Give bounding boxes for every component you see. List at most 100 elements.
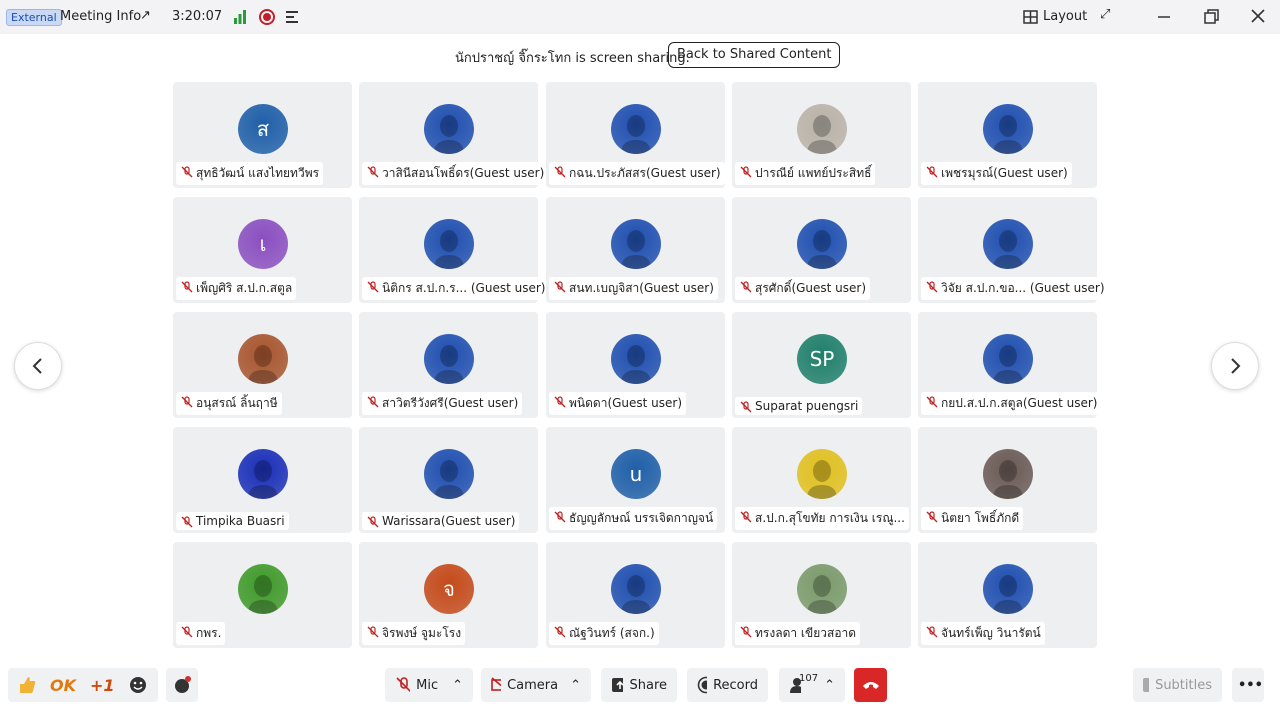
- muted-mic-icon: [554, 166, 566, 178]
- meeting-info[interactable]: Meeting Info: [60, 9, 142, 24]
- participant-tile[interactable]: กยป.ส.ป.ก.สตูล(Guest user): [918, 312, 1102, 418]
- participant-name: วาสินีสอนโพธิ์ดร(Guest user): [362, 162, 549, 185]
- chat-button[interactable]: [166, 668, 198, 702]
- thumbs-up-reaction[interactable]: [18, 676, 36, 694]
- restore-button[interactable]: [1204, 9, 1219, 24]
- participant-tile[interactable]: วาสินีสอนโพธิ์ดร(Guest user): [359, 82, 549, 188]
- participant-tile[interactable]: Warissara(Guest user): [359, 427, 538, 533]
- participant-tile[interactable]: u ธัญญลักษณ์ บรรเจิดกาญจน์: [546, 427, 725, 533]
- participant-name-text: นิติกร ส.ป.ก.ร... (Guest user): [382, 281, 546, 295]
- participant-name: Suparat puengsri: [735, 397, 863, 415]
- muted-mic-icon: [181, 626, 193, 638]
- muted-mic-icon: [554, 511, 566, 523]
- muted-mic-icon: [367, 516, 379, 528]
- share-icon[interactable]: ↗: [140, 8, 151, 23]
- participant-name-text: ทรงลดา เขียวสอาด: [755, 626, 857, 640]
- avatar: [797, 219, 847, 269]
- more-button[interactable]: •••: [1232, 668, 1264, 702]
- muted-mic-icon: [926, 166, 938, 178]
- participant-tile[interactable]: นิติกร ส.ป.ก.ร... (Guest user): [359, 197, 550, 303]
- avatar-silhouette: [248, 575, 278, 614]
- participant-tile[interactable]: ณัฐวินทร์ (สจก.): [546, 542, 725, 648]
- participant-name: สนท.เบญจิสา(Guest user): [549, 277, 718, 300]
- mic-label: Mic: [416, 677, 439, 693]
- hangup-icon: [863, 682, 879, 689]
- participants-options[interactable]: ⌃: [824, 677, 835, 693]
- participant-name: วิจัย ส.ป.ก.ขอ... (Guest user): [921, 277, 1109, 300]
- participants-icon: [790, 678, 801, 693]
- participant-tile[interactable]: เพชรมุรณ์(Guest user): [918, 82, 1097, 188]
- ok-reaction[interactable]: OK: [50, 675, 76, 695]
- share-label: Share: [629, 677, 667, 693]
- participant-name-text: กพร.: [196, 626, 222, 640]
- next-icon: [1231, 358, 1241, 374]
- minimize-button[interactable]: [1157, 10, 1171, 24]
- avatar: [238, 334, 288, 384]
- participant-tile[interactable]: สาวิตรีวังศรี(Guest user): [359, 312, 538, 418]
- record-button[interactable]: Record: [687, 668, 768, 702]
- layout-button[interactable]: Layout: [1043, 9, 1088, 24]
- camera-button[interactable]: Camera ⌃: [481, 668, 591, 702]
- participant-tile[interactable]: สุรศักดิ์(Guest user): [732, 197, 911, 303]
- avatar: SP: [797, 334, 847, 384]
- participant-name-text: จันทร์เพ็ญ วินารัตน์: [941, 626, 1041, 640]
- chat-icon: [175, 676, 191, 693]
- muted-mic-icon: [740, 281, 752, 293]
- participant-tile[interactable]: อนุสรณ์ ลิ้นฤาษี: [173, 312, 352, 418]
- camera-options[interactable]: ⌃: [570, 677, 581, 693]
- mic-options[interactable]: ⌃: [452, 677, 463, 693]
- layout-icon[interactable]: [1023, 10, 1038, 24]
- leave-button[interactable]: [854, 668, 887, 702]
- record-icon: [697, 676, 708, 694]
- muted-mic-icon: [367, 396, 379, 408]
- participant-tile[interactable]: เเพ็ญศิริ ส.ป.ก.สตูล: [173, 197, 352, 303]
- participant-name-text: จิรพงษ์ จูมะโรง: [382, 626, 462, 640]
- plus-one-reaction[interactable]: +1: [90, 675, 115, 695]
- signal-icon: [234, 10, 246, 24]
- participant-tile[interactable]: จจิรพงษ์ จูมะโรง: [359, 542, 538, 648]
- close-button[interactable]: [1251, 9, 1265, 23]
- participant-name-text: Suparat puengsri: [755, 399, 859, 413]
- mic-button[interactable]: Mic ⌃: [385, 668, 473, 702]
- avatar: [611, 104, 661, 154]
- participant-name: Timpika Buasri: [176, 512, 289, 530]
- participant-name-text: วาสินีสอนโพธิ์ดร(Guest user): [382, 166, 545, 180]
- participant-tile[interactable]: จันทร์เพ็ญ วินารัตน์: [918, 542, 1097, 648]
- participant-name: ณัฐวินทร์ (สจก.): [549, 622, 659, 645]
- avatar: เ: [238, 219, 288, 269]
- share-banner: นักปราชญ์ จิ๊กระโทก is screen sharing. B…: [0, 42, 1280, 68]
- muted-mic-icon: [367, 166, 379, 178]
- emoji-button[interactable]: [129, 676, 147, 694]
- muted-mic-icon: [181, 396, 193, 408]
- participant-tile[interactable]: พนิดดา(Guest user): [546, 312, 725, 418]
- muted-mic-icon: [367, 281, 379, 293]
- participant-tile[interactable]: สนท.เบญจิสา(Guest user): [546, 197, 725, 303]
- avatar-silhouette: [434, 115, 464, 154]
- participant-name: กยป.ส.ป.ก.สตูล(Guest user): [921, 392, 1102, 415]
- fullscreen-button[interactable]: ⤢: [1100, 7, 1111, 22]
- next-page-button[interactable]: [1211, 342, 1259, 390]
- menu-icon[interactable]: [285, 10, 301, 24]
- participant-tile[interactable]: SP Suparat puengsri: [732, 312, 911, 418]
- avatar-silhouette: [807, 575, 837, 614]
- participant-name-text: วิจัย ส.ป.ก.ขอ... (Guest user): [941, 281, 1105, 295]
- prev-page-button[interactable]: [14, 342, 62, 390]
- avatar: u: [611, 449, 661, 499]
- participant-tile[interactable]: สสุทธิวัฒน์ แสงไทยทวีพร: [173, 82, 352, 188]
- participant-tile[interactable]: ทรงลดา เขียวสอาด: [732, 542, 911, 648]
- participant-tile[interactable]: กฉน.ประภัสสร(Guest user): [546, 82, 725, 188]
- back-to-shared-button[interactable]: Back to Shared Content: [668, 42, 841, 68]
- avatar-silhouette: [993, 345, 1023, 384]
- participants-button[interactable]: 107 ⌃: [779, 668, 845, 702]
- share-button[interactable]: Share: [601, 668, 677, 702]
- participant-tile[interactable]: วิจัย ส.ป.ก.ขอ... (Guest user): [918, 197, 1109, 303]
- top-bar: External Meeting Info ↗ 3:20:07 Layout ⤢: [0, 0, 1280, 34]
- participant-tile[interactable]: นิตยา โพธิ์ภักดี: [918, 427, 1097, 533]
- participant-name: ส.ป.ก.สุโขทัย การเงิน เรณู...: [735, 507, 909, 530]
- participant-tile[interactable]: Timpika Buasri: [173, 427, 352, 533]
- participant-tile[interactable]: กพร.: [173, 542, 352, 648]
- participant-tile[interactable]: ปารณีย์ แพทย์ประสิทธิ์: [732, 82, 911, 188]
- subtitles-button[interactable]: Subtitles: [1133, 668, 1222, 702]
- participant-tile[interactable]: ส.ป.ก.สุโขทัย การเงิน เรณู...: [732, 427, 911, 533]
- muted-mic-icon: [181, 166, 193, 178]
